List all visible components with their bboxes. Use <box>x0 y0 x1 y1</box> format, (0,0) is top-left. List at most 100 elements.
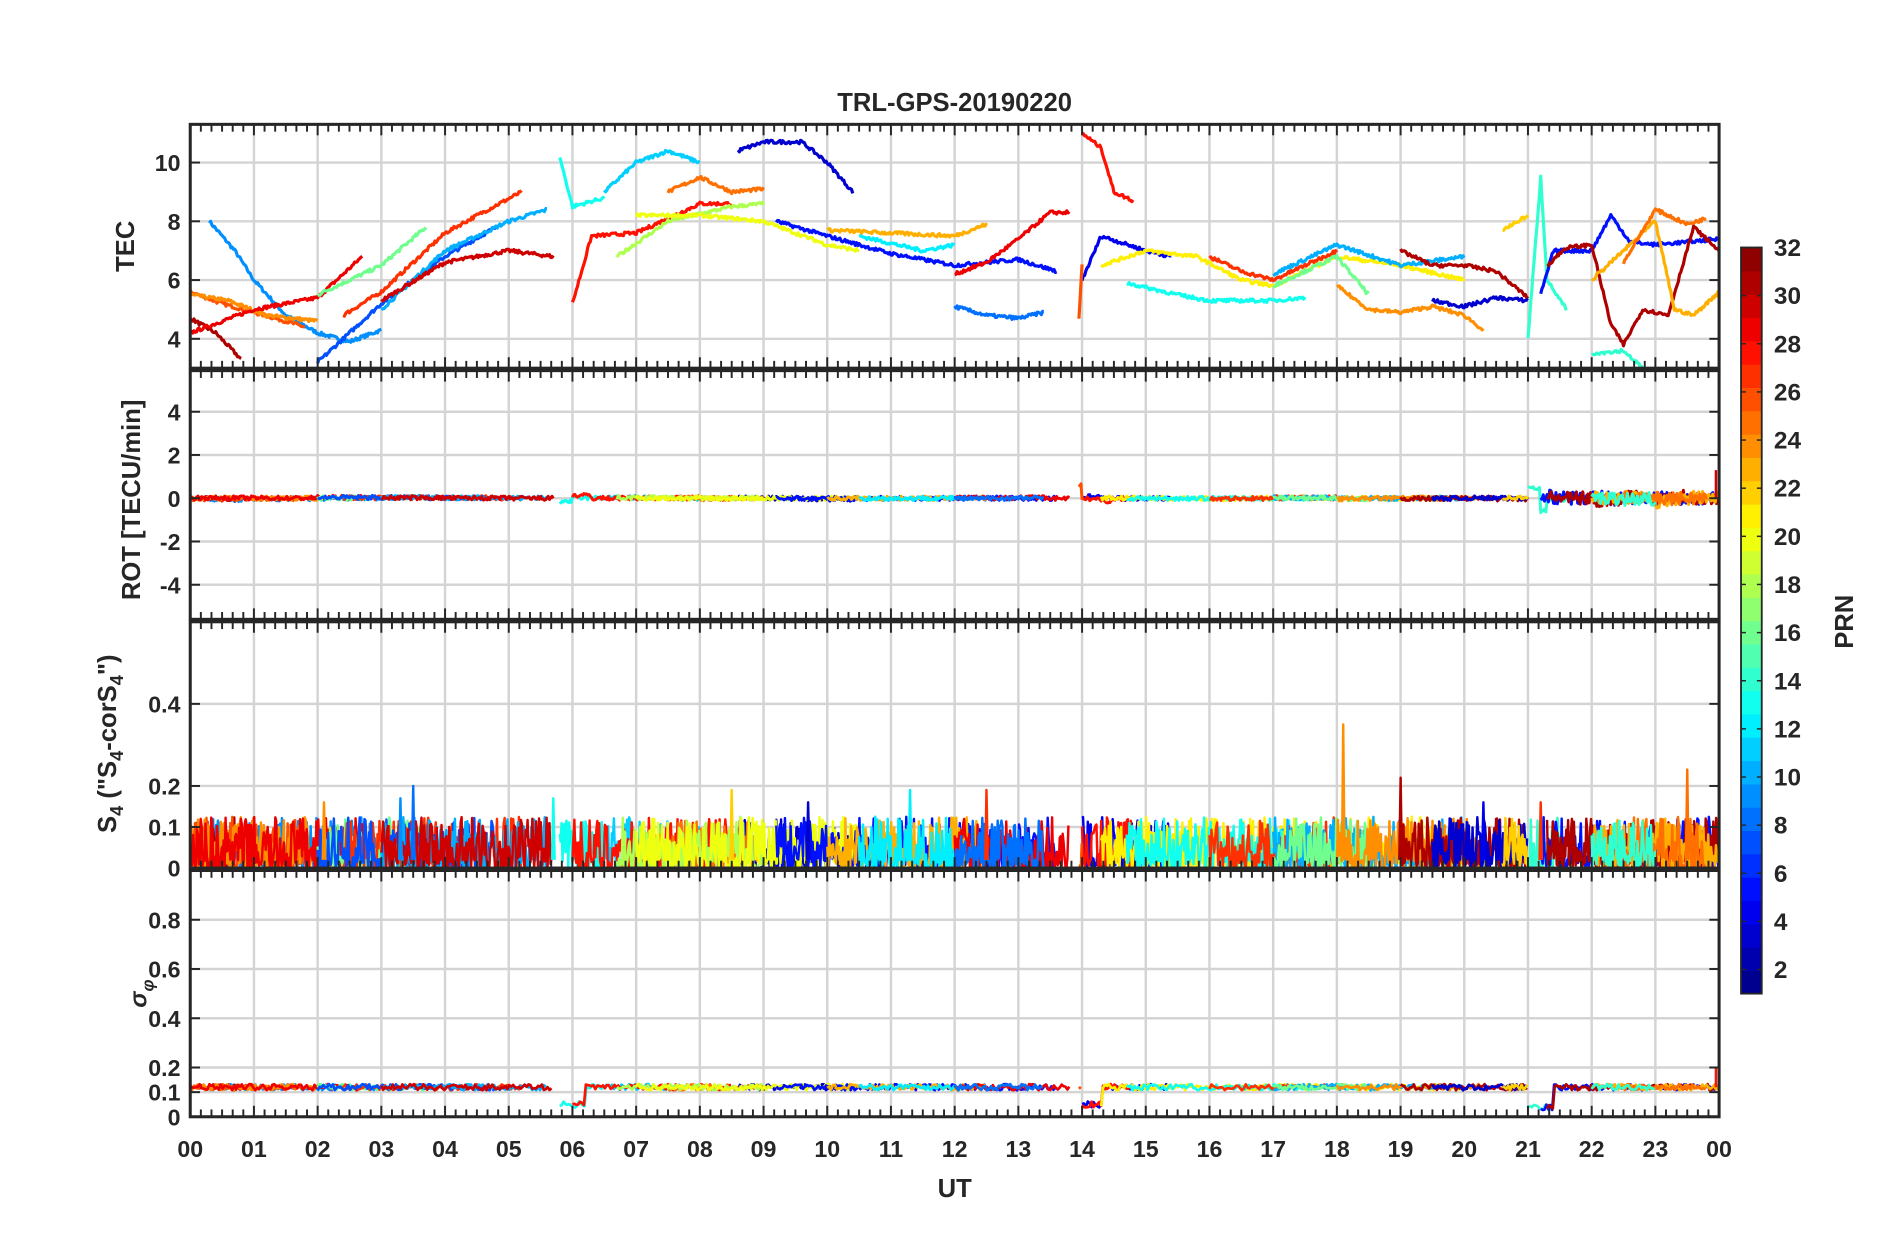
s4-ylabel-sub2: 4 <box>106 750 127 761</box>
tec-ylabel: TEC <box>112 221 140 272</box>
panel-s4: 0 0.1 0.2 0.4 <box>148 620 1721 882</box>
colorbar-tick-label: 22 <box>1774 476 1801 503</box>
s4-spike <box>397 797 403 860</box>
colorbar-swatch <box>1741 340 1762 365</box>
colorbar-tick-label: 32 <box>1774 235 1801 262</box>
tec-series-prn-23 <box>826 222 988 239</box>
s4-series-prn-14 <box>1590 819 1656 869</box>
sigma-series-prn-26 <box>1077 1085 1082 1090</box>
colorbar-tick-label: 18 <box>1774 572 1801 599</box>
s4-spike <box>1480 801 1486 860</box>
tec-series-prn-13 <box>558 157 606 210</box>
s4-series-prn-12 <box>857 815 955 869</box>
colorbar-swatch <box>1741 317 1762 342</box>
colorbar-tick-label: 6 <box>1774 861 1788 888</box>
s4-ylabel: S4 ("S4-corS4") <box>94 654 127 833</box>
x-tick-label: 23 <box>1642 1136 1668 1162</box>
x-tick-label: 14 <box>1069 1136 1095 1162</box>
tec-series-prn-29 <box>190 254 364 335</box>
colorbar-swatch <box>1741 760 1762 785</box>
sigma-ylabel-sub: φ <box>139 980 158 992</box>
x-tick-label: 02 <box>305 1136 331 1162</box>
colorbar-swatch <box>1741 573 1762 598</box>
tec-series-prn-29 <box>954 209 1071 277</box>
y-tick-label: 0.2 <box>148 773 180 799</box>
tec-series-prn-28 <box>1081 132 1135 204</box>
s4-ylabel-paren: ("S <box>94 761 122 806</box>
colorbar-frame <box>1740 246 1763 995</box>
x-tick-label: 00 <box>1706 1136 1732 1162</box>
sigma-series-prn-25 <box>1622 1082 1707 1092</box>
s4-spike <box>1398 776 1404 860</box>
colorbar-swatch <box>1741 434 1762 458</box>
s4-ylabel-main: S <box>94 816 122 833</box>
s4-series-prn-28 <box>1080 816 1134 869</box>
tec-series-prn-31 <box>1546 224 1720 348</box>
colorbar-swatch <box>1741 946 1762 971</box>
sigma-ylabel-main: σ <box>125 991 152 1008</box>
colorbar-swatch <box>1741 667 1762 692</box>
y-tick-label: 4 <box>168 399 181 425</box>
sigma-series-prn-3 <box>1431 1082 1528 1092</box>
x-tick-label: 09 <box>751 1136 777 1162</box>
colorbar-swatch <box>1741 690 1762 715</box>
colorbar-swatch <box>1741 550 1762 575</box>
rot-series-prn-30 <box>380 494 555 502</box>
x-tick-label: 03 <box>368 1136 394 1162</box>
colorbar-swatch <box>1741 527 1762 552</box>
colorbar-swatch <box>1741 597 1762 622</box>
tec-series-prn-14 <box>1526 174 1568 339</box>
chart-title: TRL-GPS-20190220 <box>837 89 1072 117</box>
tec-series-prn-24 <box>1336 284 1485 332</box>
panel-rot: -4 -2 0 2 4 <box>160 369 1721 621</box>
colorbar-tick-label: 20 <box>1774 524 1801 551</box>
colorbar-swatch <box>1741 410 1762 435</box>
x-tick-label: 19 <box>1388 1136 1414 1162</box>
x-tick-label: 13 <box>1005 1136 1031 1162</box>
colorbar-swatch <box>1741 877 1762 901</box>
colorbar-swatch <box>1741 247 1762 272</box>
s4-spike <box>1538 801 1544 860</box>
colorbar-tick-label: 30 <box>1774 283 1801 310</box>
s4-series-prn-3 <box>1431 815 1529 869</box>
colorbar-tick-label: 24 <box>1774 428 1802 455</box>
y-tick-label: 6 <box>168 268 181 294</box>
sigma-ylabel: σφ <box>125 980 157 1008</box>
tec-series-prn-20 <box>634 212 860 253</box>
tec-series-prn-3 <box>1431 295 1529 310</box>
s4-ylabel-end: ") <box>94 654 122 675</box>
tec-series-prn-31 <box>1399 248 1530 300</box>
s4-spike <box>984 788 990 860</box>
tec-series-prn-9 <box>208 219 382 344</box>
colorbar-swatch <box>1741 853 1762 878</box>
colorbar-tick-label: 12 <box>1774 716 1801 743</box>
s4-spike <box>321 801 327 860</box>
data-layer <box>190 1067 1720 1112</box>
s4-series-prn-8 <box>953 816 1045 869</box>
data-layer <box>190 132 1720 369</box>
y-tick-label: 0.2 <box>148 1055 180 1081</box>
sigma-series-prn-12 <box>858 1083 956 1092</box>
tec-series-prn-27 <box>342 189 523 318</box>
s4-spike <box>550 797 556 860</box>
s4-spike <box>410 784 416 860</box>
s4-spike <box>1340 723 1346 860</box>
s4-spike <box>1684 768 1690 860</box>
tec-series-prn-16 <box>316 226 428 298</box>
y-tick-label: -2 <box>160 529 181 555</box>
y-tick-label: 4 <box>168 326 181 352</box>
colorbar-swatch <box>1741 737 1762 762</box>
rot-series-prn-22 <box>1502 494 1529 501</box>
tec-series-prn-30 <box>380 247 555 303</box>
tec-series-prn-5 <box>774 218 1058 275</box>
sigma-series-prn-8 <box>953 1082 1044 1092</box>
y-tick-label: 0.1 <box>148 1080 180 1106</box>
y-tick-label: 2 <box>168 443 181 469</box>
x-tick-label: 12 <box>942 1136 968 1162</box>
tec-series-prn-10 <box>1272 242 1466 277</box>
colorbar-swatch <box>1741 970 1762 995</box>
sigma-series-prn-22 <box>1501 1083 1529 1092</box>
y-tick-label: 0.1 <box>148 815 180 841</box>
